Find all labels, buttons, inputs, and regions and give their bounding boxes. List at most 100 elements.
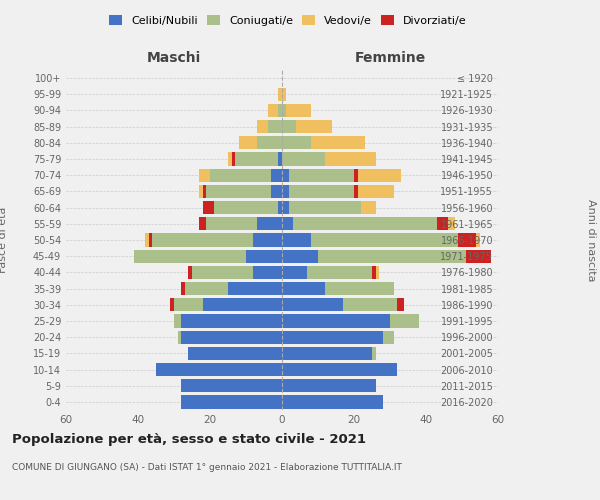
Bar bbox=[282, 298, 343, 312]
Bar bbox=[466, 250, 491, 263]
Text: Femmine: Femmine bbox=[355, 51, 425, 65]
Bar bbox=[199, 185, 203, 198]
Bar bbox=[282, 250, 318, 263]
Bar bbox=[228, 152, 232, 166]
Bar bbox=[206, 217, 257, 230]
Bar bbox=[372, 346, 376, 360]
Bar bbox=[458, 234, 476, 246]
Bar bbox=[282, 168, 289, 182]
Bar bbox=[181, 379, 282, 392]
Bar bbox=[282, 152, 325, 166]
Bar bbox=[203, 298, 282, 312]
Bar bbox=[376, 266, 379, 279]
Bar bbox=[289, 168, 354, 182]
Bar bbox=[282, 379, 376, 392]
Bar bbox=[282, 136, 311, 149]
Bar bbox=[282, 346, 372, 360]
Bar bbox=[437, 217, 448, 230]
Bar bbox=[149, 234, 152, 246]
Bar bbox=[134, 250, 246, 263]
Bar bbox=[282, 201, 289, 214]
Bar bbox=[358, 168, 401, 182]
Bar bbox=[476, 234, 480, 246]
Bar bbox=[311, 136, 365, 149]
Bar bbox=[156, 363, 282, 376]
Bar bbox=[286, 104, 311, 117]
Bar bbox=[282, 266, 307, 279]
Text: Popolazione per età, sesso e stato civile - 2021: Popolazione per età, sesso e stato civil… bbox=[12, 432, 366, 446]
Bar bbox=[383, 330, 394, 344]
Text: Fasce di età: Fasce di età bbox=[0, 207, 8, 273]
Bar bbox=[181, 330, 282, 344]
Bar bbox=[271, 185, 282, 198]
Bar bbox=[325, 282, 394, 295]
Bar bbox=[282, 282, 325, 295]
Bar bbox=[257, 217, 282, 230]
Bar bbox=[192, 266, 253, 279]
Bar bbox=[235, 152, 278, 166]
Bar bbox=[203, 201, 214, 214]
Bar bbox=[278, 201, 282, 214]
Bar bbox=[282, 217, 293, 230]
Bar bbox=[293, 217, 437, 230]
Bar bbox=[181, 314, 282, 328]
Bar bbox=[311, 234, 458, 246]
Bar bbox=[232, 152, 235, 166]
Bar bbox=[358, 185, 394, 198]
Bar bbox=[282, 104, 286, 117]
Bar bbox=[282, 234, 311, 246]
Bar bbox=[257, 120, 268, 134]
Bar bbox=[181, 396, 282, 408]
Bar bbox=[253, 266, 282, 279]
Bar bbox=[228, 282, 282, 295]
Legend: Celibi/Nubili, Coniugati/e, Vedovi/e, Divorziati/e: Celibi/Nubili, Coniugati/e, Vedovi/e, Di… bbox=[105, 10, 471, 30]
Bar bbox=[296, 120, 332, 134]
Bar bbox=[188, 346, 282, 360]
Bar bbox=[390, 314, 419, 328]
Bar bbox=[181, 282, 185, 295]
Bar bbox=[178, 330, 181, 344]
Bar bbox=[354, 168, 358, 182]
Bar bbox=[185, 282, 228, 295]
Bar bbox=[448, 217, 455, 230]
Bar bbox=[397, 298, 404, 312]
Bar bbox=[307, 266, 372, 279]
Bar bbox=[354, 185, 358, 198]
Text: Anni di nascita: Anni di nascita bbox=[586, 198, 596, 281]
Bar bbox=[246, 250, 282, 263]
Bar bbox=[289, 201, 361, 214]
Bar bbox=[268, 120, 282, 134]
Bar bbox=[210, 168, 271, 182]
Bar bbox=[325, 152, 376, 166]
Bar bbox=[278, 104, 282, 117]
Bar bbox=[199, 217, 206, 230]
Bar bbox=[282, 185, 289, 198]
Bar bbox=[174, 298, 203, 312]
Bar bbox=[170, 298, 174, 312]
Bar bbox=[289, 185, 354, 198]
Bar bbox=[343, 298, 397, 312]
Bar bbox=[372, 266, 376, 279]
Bar bbox=[174, 314, 181, 328]
Bar bbox=[282, 363, 397, 376]
Bar bbox=[214, 201, 278, 214]
Bar bbox=[282, 330, 383, 344]
Bar bbox=[206, 185, 271, 198]
Bar bbox=[257, 136, 282, 149]
Bar bbox=[145, 234, 149, 246]
Bar bbox=[282, 314, 390, 328]
Bar bbox=[203, 185, 206, 198]
Bar bbox=[239, 136, 257, 149]
Bar bbox=[278, 152, 282, 166]
Bar bbox=[282, 88, 286, 101]
Bar bbox=[152, 234, 253, 246]
Bar bbox=[361, 201, 376, 214]
Bar bbox=[268, 104, 278, 117]
Bar bbox=[199, 168, 210, 182]
Bar bbox=[278, 88, 282, 101]
Text: Maschi: Maschi bbox=[147, 51, 201, 65]
Bar bbox=[271, 168, 282, 182]
Bar bbox=[282, 396, 383, 408]
Bar bbox=[282, 120, 296, 134]
Text: COMUNE DI GIUNGANO (SA) - Dati ISTAT 1° gennaio 2021 - Elaborazione TUTTITALIA.I: COMUNE DI GIUNGANO (SA) - Dati ISTAT 1° … bbox=[12, 463, 402, 472]
